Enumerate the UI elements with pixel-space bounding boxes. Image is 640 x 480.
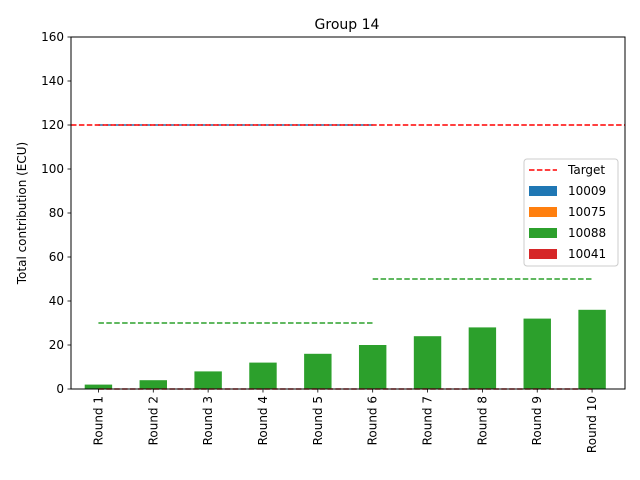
bar-10088-3 [194,371,222,389]
bar-10088-2 [139,380,167,389]
bar-10088-5 [304,353,332,389]
y-tick-label: 60 [49,250,64,264]
y-tick-label: 100 [41,162,64,176]
y-tick-label: 140 [41,74,64,88]
bar-10088-9 [523,318,551,389]
plot-area: 0 20 40 60 80 100 120 140 160 Round 1 Round 2 Round… [41,30,626,453]
x-tick-label: Round 1 [91,396,105,445]
bar-10088-10 [578,309,606,389]
legend-label-10041: 10041 [568,247,606,261]
legend-label-10009: 10009 [568,184,606,198]
y-tick-label: 120 [41,118,64,132]
bar-10088-1 [84,384,113,389]
legend-label-10075: 10075 [568,205,606,219]
bar-10088-8 [468,327,497,389]
legend-frame [523,158,619,267]
x-tick-label: Round 3 [201,396,215,445]
chart-title: Group 14 [315,17,380,33]
legend-swatch-10009 [529,186,557,196]
legend-label-10088: 10088 [568,226,606,240]
legend-label-target: Target [567,163,605,177]
legend-swatch-10075 [529,207,557,217]
x-tick-label: Round 5 [311,396,325,445]
y-axis-label: Total contribution (ECU) [15,142,29,286]
x-tick-label: Round 2 [146,396,160,445]
y-tick-label: 40 [49,294,64,308]
x-tick-label: Round 6 [366,396,380,445]
y-tick-label: 80 [49,206,64,220]
bar-10088-6 [358,345,387,389]
y-tick-label: 160 [41,30,64,44]
x-tick-label: Round 9 [530,396,544,445]
x-tick-label: Round 10 [585,396,599,453]
y-tick-label: 20 [49,338,64,352]
legend: Target 10009 10075 10088 10041 [523,158,619,267]
bar-10088-4 [249,362,277,389]
y-tick-label: 0 [56,382,64,396]
legend-swatch-10041 [529,249,557,259]
legend-swatch-10088 [529,228,557,238]
x-tick-label: Round 7 [421,396,435,445]
x-tick-label: Round 4 [256,396,270,445]
x-tick-label: Round 8 [475,396,489,445]
bar-10088-7 [413,336,442,389]
